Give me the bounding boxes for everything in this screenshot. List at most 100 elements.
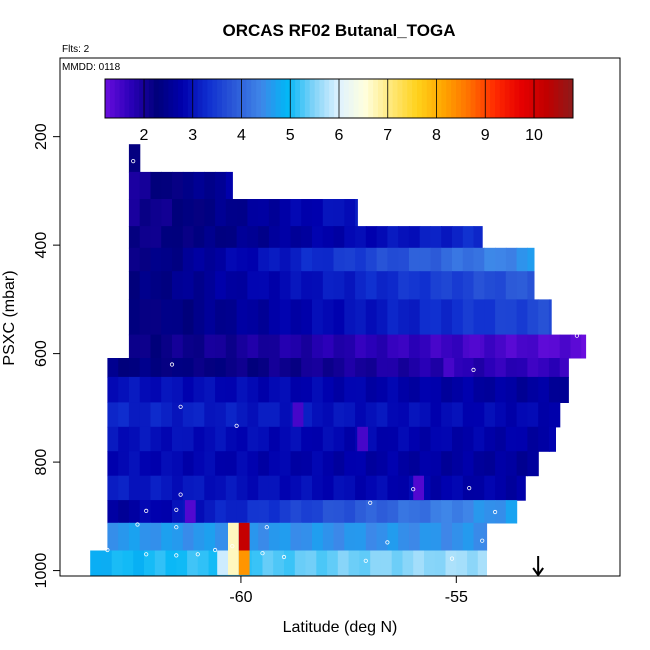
- x-tick-label: -55: [445, 589, 468, 606]
- sample-point: [548, 269, 554, 274]
- heatmap-cell: [258, 226, 270, 249]
- heatmap-cell-highlight: [228, 522, 239, 575]
- heatmap-cell: [268, 451, 281, 477]
- heatmap-cell: [441, 426, 453, 452]
- colorbar-segment: [285, 79, 291, 118]
- heatmap-cell: [279, 334, 292, 359]
- heatmap-cell: [441, 299, 453, 336]
- heatmap-cell: [172, 358, 184, 378]
- heatmap-cell: [462, 299, 475, 336]
- heatmap-cell: [193, 226, 205, 249]
- heatmap-cell: [473, 271, 485, 300]
- heatmap-cell: [247, 226, 259, 249]
- sample-point: [385, 540, 390, 545]
- heatmap-cell: [128, 226, 141, 249]
- heatmap-cell: [172, 334, 184, 359]
- heatmap-cell: [312, 426, 324, 452]
- heatmap-cell: [376, 402, 388, 428]
- colorbar-segment: [202, 79, 208, 118]
- heatmap-cell: [387, 376, 399, 403]
- heatmap-cell: [538, 426, 550, 452]
- heatmap-cell: [484, 522, 488, 552]
- heatmap-cell: [344, 199, 356, 227]
- heatmap-cell: [172, 500, 184, 524]
- colorbar-segment: [446, 79, 452, 118]
- heatmap-cell: [430, 299, 442, 336]
- heatmap-cell: [548, 334, 561, 359]
- colorbar-segment: [353, 79, 359, 118]
- heatmap-cell: [128, 402, 141, 428]
- heatmap-cell: [215, 171, 227, 200]
- heatmap-cell: [215, 426, 227, 452]
- heatmap-cell: [484, 247, 496, 272]
- colorbar-segment: [514, 79, 520, 118]
- heatmap-cell: [527, 402, 539, 428]
- heatmap-cell: [559, 358, 569, 378]
- heatmap-cell: [495, 247, 507, 272]
- heatmap-cell: [193, 358, 205, 378]
- heatmap-cell: [473, 522, 485, 552]
- heatmap-cell: [215, 334, 227, 359]
- heatmap-cell: [333, 402, 345, 428]
- colorbar-segment: [163, 79, 169, 118]
- heatmap-cell: [290, 299, 302, 336]
- heatmap-cell: [258, 199, 270, 227]
- heatmap-cell: [172, 247, 184, 272]
- heatmap-cell: [290, 500, 302, 524]
- heatmap-cell: [538, 376, 550, 403]
- heatmap-cell: [139, 271, 152, 300]
- heatmap-cell-highlight: [292, 402, 304, 427]
- colorbar-segment: [265, 79, 272, 118]
- heatmap-cell: [484, 334, 496, 359]
- colorbar-segment: [109, 79, 116, 118]
- heatmap-cell: [527, 426, 539, 452]
- heatmap-cell: [527, 247, 535, 272]
- heatmap-cell: [301, 199, 313, 227]
- sample-point: [471, 367, 476, 372]
- heatmap-cell: [312, 334, 324, 359]
- heatmap-cell: [268, 475, 281, 501]
- heatmap-cell: [365, 376, 378, 403]
- heatmap-cell: [344, 500, 356, 524]
- heatmap-cell: [128, 171, 141, 200]
- colorbar-segment: [124, 79, 130, 118]
- heatmap-cell: [452, 376, 464, 403]
- heatmap-cell: [484, 426, 496, 452]
- heatmap-cell: [150, 500, 162, 524]
- heatmap-cell: [484, 500, 496, 524]
- heatmap-cell-highlight: [413, 475, 424, 501]
- heatmap-cell: [495, 475, 507, 501]
- heatmap-cell: [225, 358, 238, 378]
- heatmap-cell: [430, 426, 442, 452]
- heatmap-cell: [193, 426, 205, 452]
- colorbar-tick-label: 6: [335, 127, 344, 144]
- heatmap-cell: [365, 334, 378, 359]
- heatmap-cell: [505, 500, 518, 524]
- heatmap-cell: [225, 299, 238, 336]
- colorbar-segment: [490, 79, 496, 118]
- heatmap-cell: [139, 247, 152, 272]
- sample-point: [174, 507, 179, 512]
- heatmap-cell: [225, 475, 238, 501]
- heatmap-cell: [128, 299, 141, 336]
- colorbar-segment: [495, 79, 501, 118]
- sample-point: [213, 547, 218, 553]
- colorbar-segment: [222, 79, 228, 118]
- colorbar-segment: [485, 79, 491, 118]
- heatmap-cell: [236, 475, 248, 501]
- heatmap-cell: [462, 376, 475, 403]
- heatmap-cell: [118, 451, 130, 477]
- heatmap-cell: [391, 550, 404, 576]
- heatmap-cell: [139, 426, 152, 452]
- heatmap-cell: [182, 376, 195, 403]
- colorbar-segment: [334, 79, 340, 118]
- heatmap-cell: [225, 426, 238, 452]
- heatmap-cell: [225, 334, 238, 359]
- heatmap-cell: [290, 271, 302, 300]
- heatmap-cell: [333, 500, 345, 524]
- heatmap-cell: [290, 358, 302, 378]
- colorbar-segment: [387, 79, 394, 118]
- heatmap-cell: [398, 451, 410, 477]
- heatmap-cell: [398, 500, 410, 524]
